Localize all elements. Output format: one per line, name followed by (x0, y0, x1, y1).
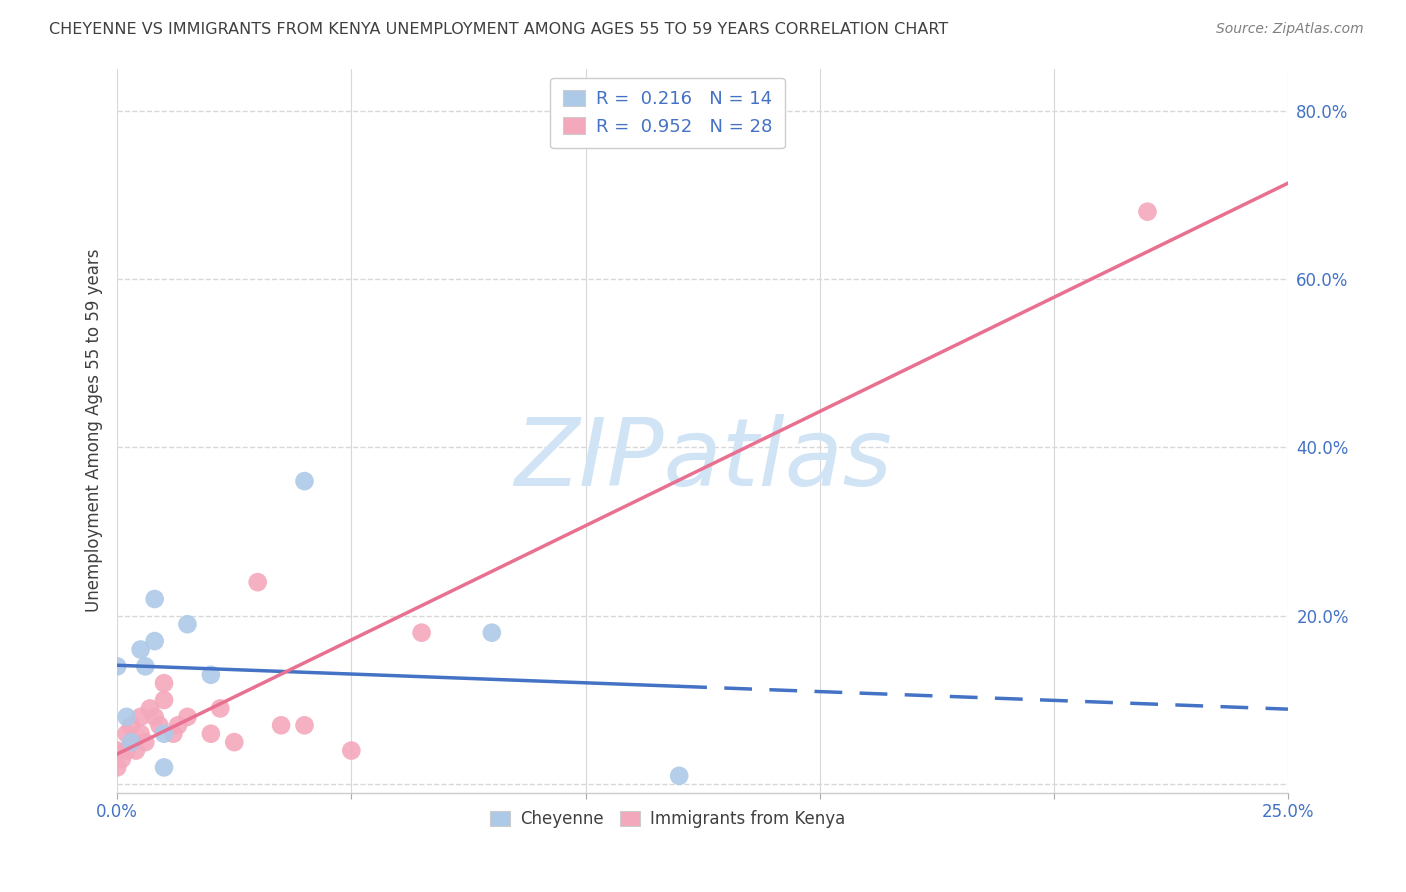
Point (176, 710, 198, 724)
Point (246, 575, 269, 590)
Point (120, 718, 142, 732)
Point (105, 760, 128, 774)
Point (111, 752, 134, 766)
Point (115, 743, 138, 757)
Point (270, 718, 292, 732)
Point (294, 474, 316, 488)
Y-axis label: Unemployment Among Ages 55 to 59 years: Unemployment Among Ages 55 to 59 years (86, 249, 103, 612)
Point (668, 769, 690, 783)
Point (200, 667, 222, 681)
Point (129, 642, 152, 657)
Legend: Cheyenne, Immigrants from Kenya: Cheyenne, Immigrants from Kenya (484, 804, 852, 835)
Point (134, 659, 156, 673)
Point (143, 710, 166, 724)
Point (153, 693, 176, 707)
Point (148, 718, 170, 732)
Text: ZIPatlas: ZIPatlas (513, 414, 891, 505)
Text: CHEYENNE VS IMMIGRANTS FROM KENYA UNEMPLOYMENT AMONG AGES 55 TO 59 YEARS CORRELA: CHEYENNE VS IMMIGRANTS FROM KENYA UNEMPL… (49, 22, 949, 37)
Point (200, 727, 222, 741)
Point (120, 735, 142, 749)
Point (143, 634, 166, 648)
Point (1136, 204, 1159, 219)
Point (294, 718, 316, 732)
Point (115, 710, 138, 724)
Point (115, 727, 138, 741)
Text: Source: ZipAtlas.com: Source: ZipAtlas.com (1216, 22, 1364, 37)
Point (143, 592, 166, 607)
Point (176, 617, 198, 632)
Point (134, 735, 156, 749)
Point (162, 727, 184, 741)
Point (153, 727, 176, 741)
Point (129, 710, 152, 724)
Point (139, 701, 162, 715)
Point (411, 625, 433, 640)
Point (153, 760, 176, 774)
Point (105, 743, 128, 757)
Point (224, 735, 246, 749)
Point (120, 735, 142, 749)
Point (481, 625, 503, 640)
Point (153, 676, 176, 690)
Point (129, 727, 152, 741)
Point (105, 659, 128, 673)
Point (340, 743, 363, 757)
Point (209, 701, 232, 715)
Point (125, 743, 148, 757)
Point (167, 718, 190, 732)
